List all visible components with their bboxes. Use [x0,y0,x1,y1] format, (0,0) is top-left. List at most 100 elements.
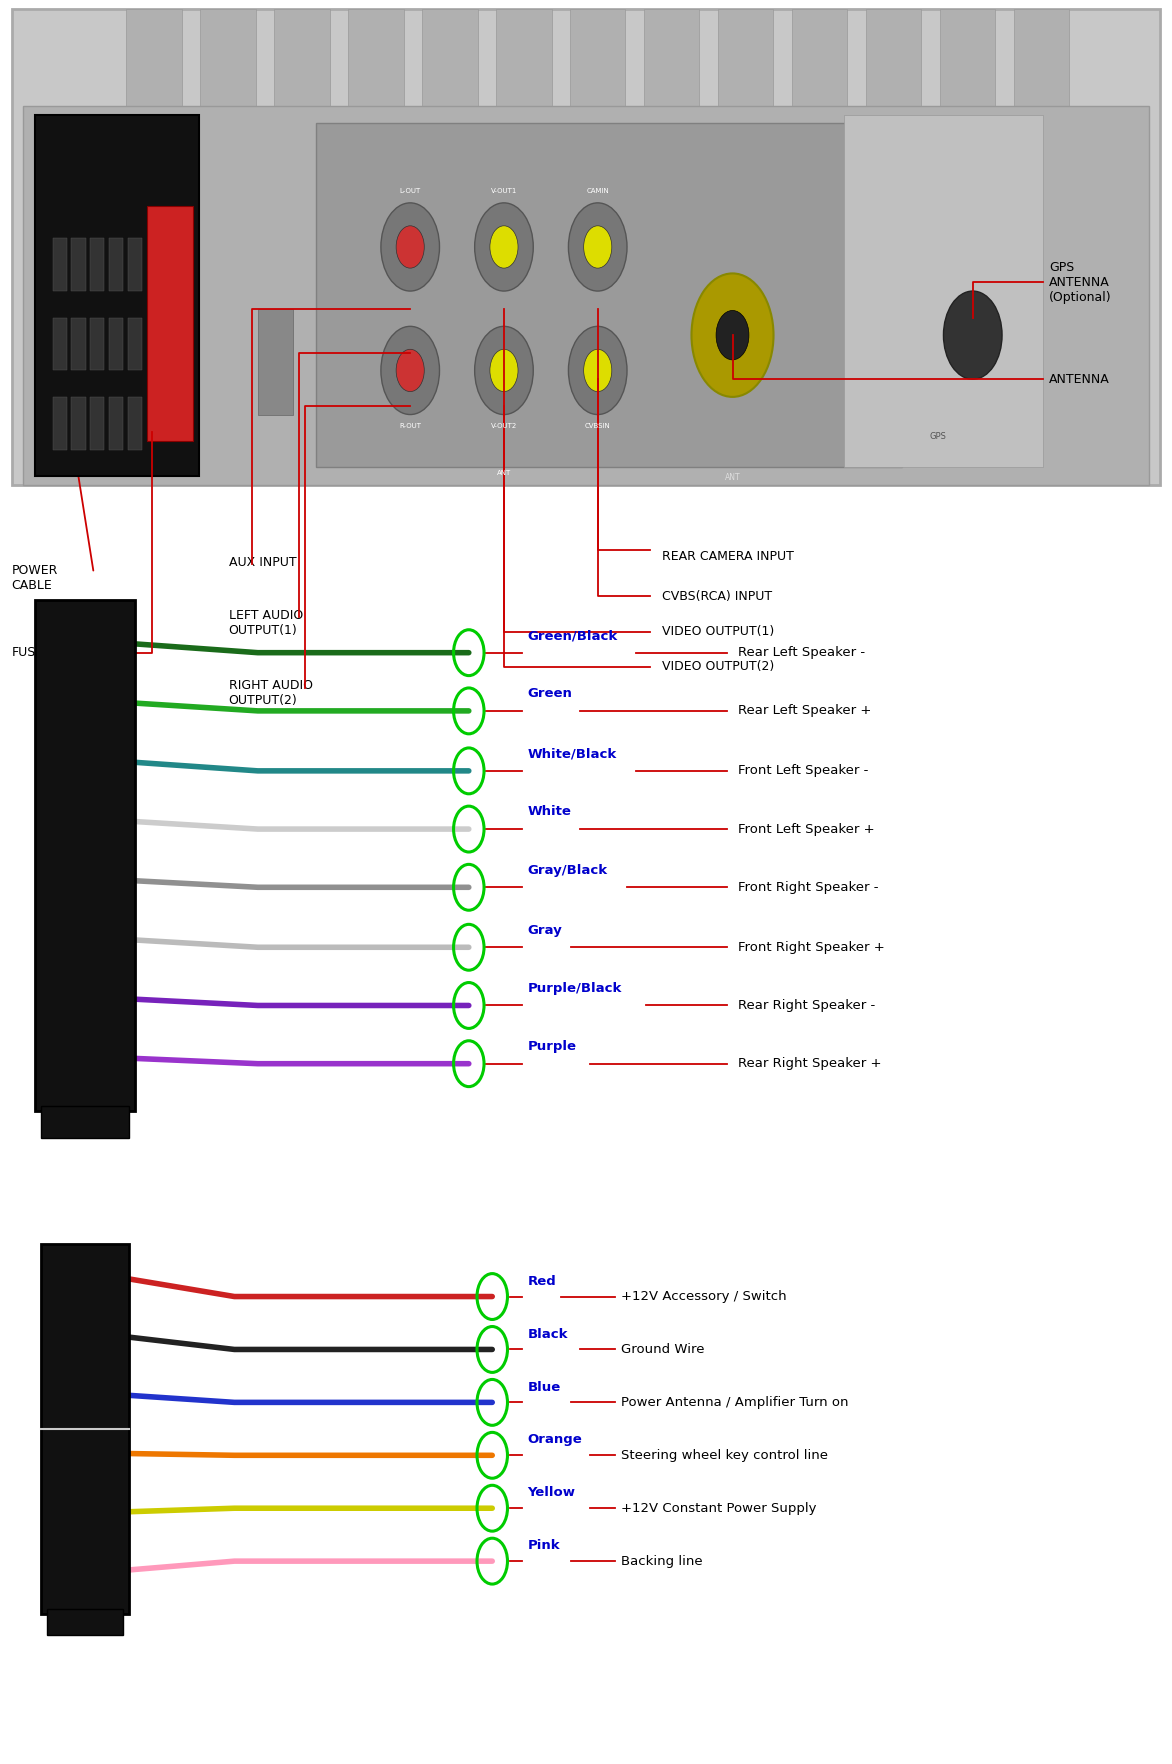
Bar [90,318,104,370]
Bar [71,397,86,450]
Text: VIDEO OUTPUT(1): VIDEO OUTPUT(1) [662,624,775,639]
Bar [47,1609,123,1635]
Text: AUX INPUT: AUX INPUT [229,556,297,568]
Text: Black: Black [527,1328,568,1341]
Bar [53,318,67,370]
Bar [1014,9,1069,106]
Text: Green: Green [527,688,572,700]
Circle shape [490,349,518,392]
Circle shape [568,326,627,415]
Bar [844,115,1043,467]
Bar [23,106,1149,485]
Circle shape [943,291,1002,379]
Text: L-OUT: L-OUT [400,189,421,194]
Bar [866,9,921,106]
Bar [109,238,123,291]
Text: Ground Wire: Ground Wire [621,1342,704,1357]
Bar [127,9,182,106]
Text: V-OUT1: V-OUT1 [491,189,517,194]
Text: Rear Right Speaker -: Rear Right Speaker - [738,998,875,1013]
Bar [41,1244,129,1614]
Text: Rear Left Speaker -: Rear Left Speaker - [738,646,865,660]
Text: CAMIN: CAMIN [586,189,609,194]
Circle shape [381,203,440,291]
Circle shape [691,273,774,397]
Bar [200,9,255,106]
Circle shape [568,203,627,291]
Bar [71,238,86,291]
Text: VIDEO OUTPUT(2): VIDEO OUTPUT(2) [662,660,775,674]
Circle shape [381,326,440,415]
Text: Front Right Speaker -: Front Right Speaker - [738,880,879,894]
Circle shape [584,226,612,268]
Text: Front Left Speaker +: Front Left Speaker + [738,822,875,836]
Bar [90,397,104,450]
Bar [35,115,199,476]
Bar [792,9,847,106]
Bar [258,309,293,415]
Circle shape [396,226,424,268]
Text: Red: Red [527,1275,557,1288]
Text: Front Right Speaker +: Front Right Speaker + [738,940,885,954]
Text: White/Black: White/Black [527,748,616,760]
Text: R-OUT: R-OUT [400,423,421,429]
Text: Power Antenna / Amplifier Turn on: Power Antenna / Amplifier Turn on [621,1395,849,1409]
Text: Steering wheel key control line: Steering wheel key control line [621,1448,829,1462]
Bar [146,206,193,441]
Text: Yellow: Yellow [527,1487,575,1499]
Text: Rear Left Speaker +: Rear Left Speaker + [738,704,872,718]
Text: FUSE: FUSE [12,646,43,660]
Text: Purple/Black: Purple/Black [527,983,622,995]
Text: Backing line: Backing line [621,1554,703,1568]
Text: White: White [527,806,571,818]
Text: CVBS(RCA) INPUT: CVBS(RCA) INPUT [662,589,772,603]
Text: GPS: GPS [929,432,946,441]
Text: LEFT AUDIO
OUTPUT(1): LEFT AUDIO OUTPUT(1) [229,609,302,637]
Bar [35,600,135,1111]
Text: Purple: Purple [527,1041,577,1053]
Text: CVBSIN: CVBSIN [585,423,611,429]
Bar [348,9,403,106]
Text: Pink: Pink [527,1540,560,1552]
Text: Orange: Orange [527,1434,582,1446]
Circle shape [475,203,533,291]
Text: +12V Constant Power Supply: +12V Constant Power Supply [621,1501,817,1515]
Bar [422,9,478,106]
Bar [53,238,67,291]
Text: GPS
ANTENNA
(Optional): GPS ANTENNA (Optional) [1049,261,1111,303]
Bar [940,9,995,106]
Circle shape [396,349,424,392]
Bar [717,9,774,106]
Bar [128,318,142,370]
Text: REAR CAMERA INPUT: REAR CAMERA INPUT [662,550,795,563]
Bar [128,397,142,450]
Text: POWER
CABLE: POWER CABLE [12,564,59,593]
Bar [71,318,86,370]
Text: Gray: Gray [527,924,563,937]
Bar [53,397,67,450]
Text: Green/Black: Green/Black [527,630,618,642]
Bar [496,9,552,106]
Text: ANT: ANT [497,471,511,476]
Circle shape [475,326,533,415]
Text: Front Left Speaker -: Front Left Speaker - [738,764,868,778]
Bar [12,9,1160,485]
Circle shape [490,226,518,268]
Text: Gray/Black: Gray/Black [527,864,607,877]
Text: ANTENNA: ANTENNA [1049,372,1110,386]
Bar [643,9,700,106]
Bar [570,9,626,106]
Bar [128,238,142,291]
Bar [109,318,123,370]
Text: RIGHT AUDIO
OUTPUT(2): RIGHT AUDIO OUTPUT(2) [229,679,313,707]
Text: Blue: Blue [527,1381,560,1394]
Text: +12V Accessory / Switch: +12V Accessory / Switch [621,1289,786,1304]
Text: ANT: ANT [724,473,741,482]
Bar [109,397,123,450]
Circle shape [716,310,749,360]
Bar [274,9,329,106]
Bar [90,238,104,291]
Circle shape [584,349,612,392]
Bar [41,1106,129,1138]
Text: Rear Right Speaker +: Rear Right Speaker + [738,1057,881,1071]
